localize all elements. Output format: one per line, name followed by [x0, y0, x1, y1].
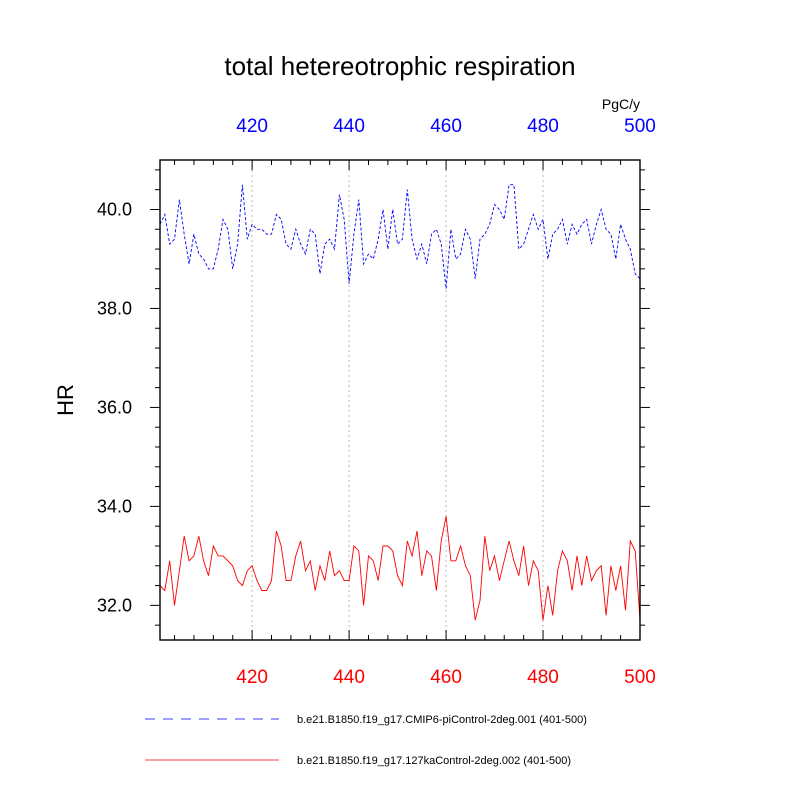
x-tick-label-bottom: 460	[430, 667, 462, 688]
legend-label-127ka: b.e21.B1850.f19_g17.127kaControl-2deg.00…	[297, 755, 571, 767]
x-tick-labels-bottom: 420 440 460 480 500	[236, 667, 656, 688]
x-tick-label-top: 440	[333, 116, 365, 137]
minor-ticks	[155, 160, 645, 640]
y-tick-labels: 32.0 34.0 36.0 38.0 40.0	[97, 199, 132, 615]
x-tick-label-bottom: 420	[236, 667, 268, 688]
x-tick-label-top: 500	[624, 116, 656, 137]
x-tick-label-bottom: 500	[624, 667, 656, 688]
x-tick-label-top: 460	[430, 116, 462, 137]
legend-label-picontrol: b.e21.B1850.f19_g17.CMIP6-piControl-2deg…	[297, 714, 587, 726]
units-label: PgC/y	[602, 96, 640, 112]
plot-frame	[159, 159, 641, 641]
chart-title: total hetereotrophic respiration	[224, 51, 575, 81]
grid-lines	[251, 160, 544, 640]
y-tick-label: 32.0	[97, 595, 132, 615]
series-line-1	[159, 516, 641, 621]
series-layer	[159, 184, 641, 621]
series-line-0	[159, 184, 641, 289]
x-tick-label-top: 480	[527, 116, 559, 137]
x-tick-label-bottom: 440	[333, 667, 365, 688]
x-tick-labels-top: 420 440 460 480 500	[236, 116, 656, 137]
legend: b.e21.B1850.f19_g17.CMIP6-piControl-2deg…	[145, 714, 587, 767]
y-tick-label: 34.0	[97, 496, 132, 516]
x-tick-label-bottom: 480	[527, 667, 559, 688]
x-tick-label-top: 420	[236, 116, 268, 137]
y-tick-label: 36.0	[97, 397, 132, 417]
y-tick-label: 38.0	[97, 298, 132, 318]
y-tick-label: 40.0	[97, 199, 132, 219]
y-axis-label: HR	[53, 384, 78, 416]
